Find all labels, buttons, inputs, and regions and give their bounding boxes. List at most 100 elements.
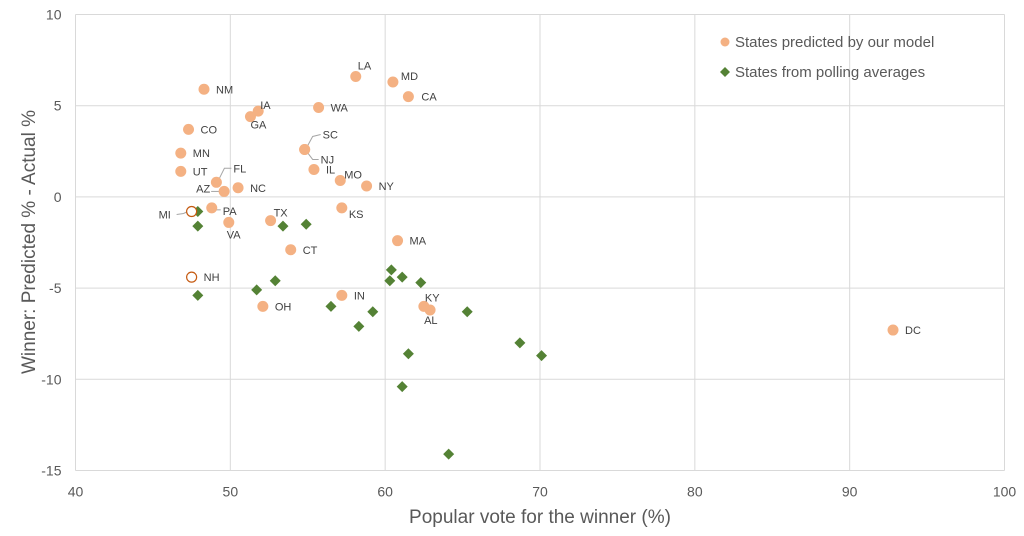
circle-point <box>265 215 277 227</box>
state-label-il: IL <box>326 165 335 177</box>
state-label-ia: IA <box>260 100 271 112</box>
x-tick-label: 90 <box>842 484 858 500</box>
state-label-fl: FL <box>233 163 246 175</box>
leader-line <box>306 133 321 148</box>
x-axis-title: Popular vote for the winner (%) <box>409 507 671 528</box>
state-label-ma: MA <box>410 236 427 248</box>
x-tick-label: 100 <box>993 484 1017 500</box>
diamond-point <box>384 275 396 287</box>
x-tick-label: 80 <box>687 484 703 500</box>
diamond-point <box>402 348 414 360</box>
y-tick-label: -10 <box>41 371 61 387</box>
diamond-point <box>514 337 526 349</box>
circle-point <box>424 304 436 316</box>
diamond-point <box>192 220 204 232</box>
circle-point <box>244 111 256 123</box>
legend-item-polls: States from polling averages <box>720 64 925 81</box>
diamond-point <box>415 277 427 289</box>
circle-point <box>210 176 222 188</box>
y-tick-label: 0 <box>54 189 62 205</box>
series-polling-averages <box>192 205 548 460</box>
diamond-marker-icon <box>720 67 730 77</box>
leader-line <box>218 167 232 179</box>
y-axis-ticks: 10 5 0 -5 -10 -15 <box>41 7 61 479</box>
circle-point <box>218 185 230 197</box>
diamond-point <box>396 271 408 283</box>
x-tick-label: 70 <box>532 484 548 500</box>
x-axis-ticks: 40 50 60 70 80 90 100 <box>68 484 1017 500</box>
diamond-point <box>325 300 337 312</box>
state-label-ct: CT <box>303 245 318 257</box>
x-tick-label: 40 <box>68 484 84 500</box>
y-tick-label: -15 <box>41 463 61 479</box>
state-label-al: AL <box>424 315 437 327</box>
state-label-va: VA <box>227 229 242 241</box>
circle-point <box>336 289 348 301</box>
diamond-point <box>461 306 473 318</box>
circle-point <box>387 76 399 88</box>
circle-point <box>313 102 325 114</box>
leader-line <box>306 151 319 160</box>
x-tick-label: 50 <box>223 484 239 500</box>
circle-point <box>392 235 404 247</box>
diamond-point <box>536 350 548 362</box>
y-tick-label: 10 <box>46 7 62 23</box>
state-label-mi: MI <box>159 209 171 221</box>
circle-point <box>350 71 362 83</box>
circle-point <box>285 244 297 256</box>
state-label-mo: MO <box>344 169 362 181</box>
state-label-az: AZ <box>196 183 210 195</box>
leader-line <box>176 211 188 215</box>
circle-point <box>334 174 346 186</box>
diamond-point <box>367 306 379 318</box>
legend: States predicted by our model States fro… <box>720 34 934 81</box>
state-label-co: CO <box>201 124 218 136</box>
state-label-ut: UT <box>193 166 208 178</box>
diamond-point <box>385 264 397 276</box>
circle-point <box>402 91 414 103</box>
grid-lines <box>75 14 1005 471</box>
state-label-wa: WA <box>331 103 349 115</box>
state-label-ny: NY <box>379 181 395 193</box>
y-tick-label: 5 <box>54 98 62 114</box>
circle-point-hollow <box>186 271 198 283</box>
circle-point <box>252 105 264 117</box>
circle-point <box>336 202 348 214</box>
state-label-nc: NC <box>250 183 266 195</box>
diamond-point <box>443 448 455 460</box>
state-label-pa: PA <box>223 206 238 218</box>
state-label-nj: NJ <box>321 154 334 166</box>
circle-point <box>198 83 210 95</box>
state-label-mn: MN <box>193 148 210 160</box>
y-axis-title: Winner: Predicted % - Actual % <box>19 110 40 374</box>
diamond-point <box>192 289 204 301</box>
circle-point <box>175 147 187 159</box>
legend-item-model: States predicted by our model <box>720 34 934 51</box>
circle-point <box>887 324 899 336</box>
state-label-ky: KY <box>425 292 440 304</box>
circle-point-hollow <box>186 205 198 218</box>
diamond-point <box>396 381 408 393</box>
circle-point <box>206 202 218 214</box>
circle-point <box>257 300 269 312</box>
state-label-tx: TX <box>274 208 289 220</box>
state-label-nh: NH <box>204 272 220 284</box>
diamond-point <box>277 220 289 232</box>
state-label-md: MD <box>401 71 418 83</box>
y-tick-label: -5 <box>49 280 62 296</box>
diamond-point <box>353 320 365 332</box>
circle-marker-icon <box>720 37 730 47</box>
state-label-la: LA <box>358 61 372 73</box>
x-tick-label: 60 <box>377 484 393 500</box>
state-label-in: IN <box>354 290 365 302</box>
state-label-ca: CA <box>421 92 437 104</box>
state-label-oh: OH <box>275 301 292 313</box>
state-label-sc: SC <box>323 129 338 141</box>
diamond-point <box>269 275 281 287</box>
circle-point <box>175 165 187 177</box>
state-label-nm: NM <box>216 84 233 96</box>
circle-point <box>361 180 373 192</box>
diamond-point <box>300 218 312 230</box>
